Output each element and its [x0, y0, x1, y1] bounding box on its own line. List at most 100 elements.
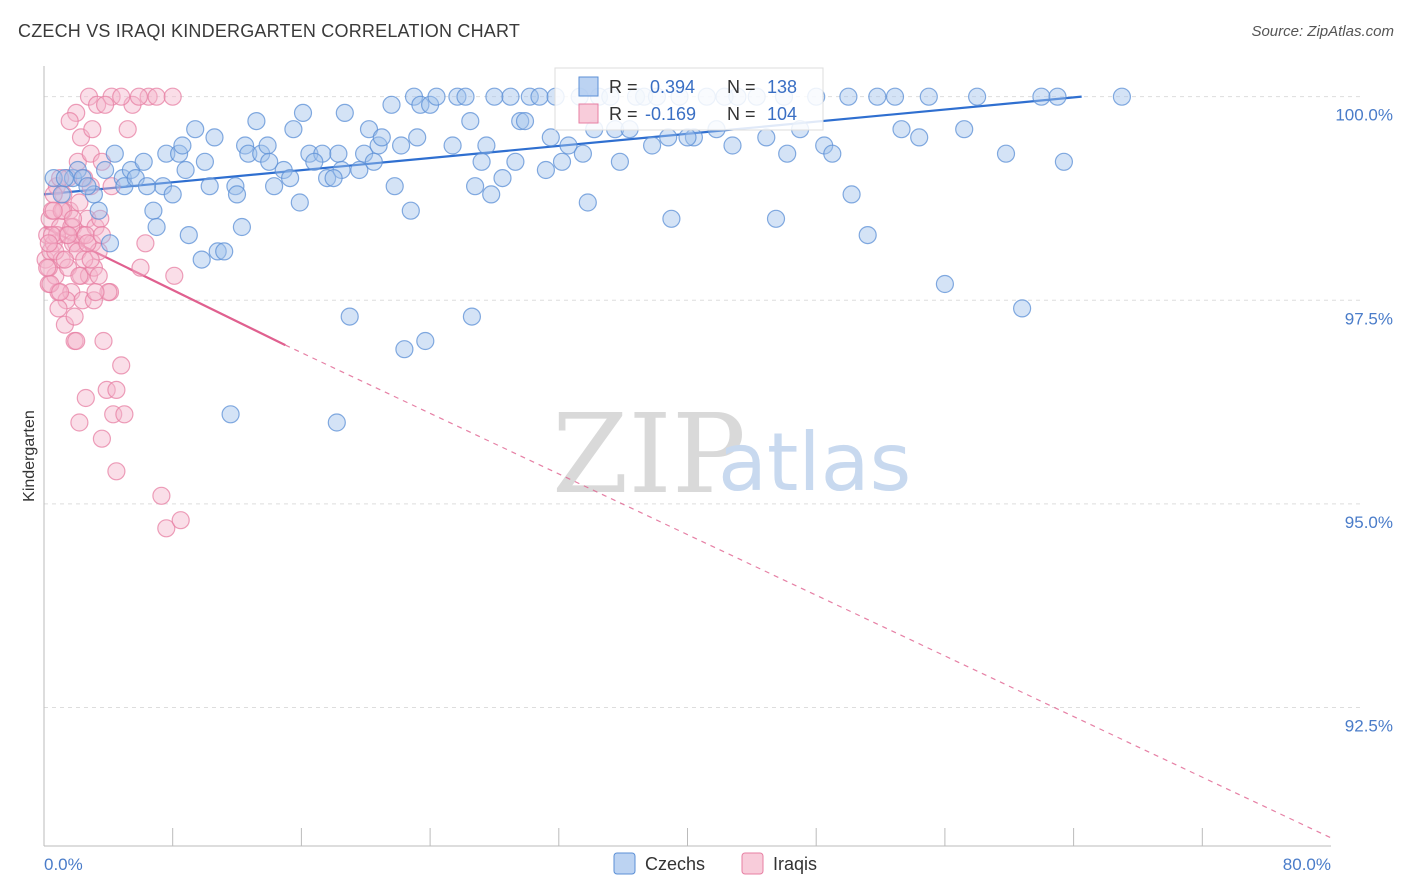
czech-point [232, 217, 251, 237]
stats-n-label-iraqis: N = [727, 104, 756, 124]
czech-point [260, 152, 279, 171]
czech-point [134, 152, 153, 171]
czech-point [284, 120, 303, 139]
czech-point [78, 177, 97, 196]
czech-point [659, 128, 678, 147]
czech-point [485, 87, 504, 106]
czech-point [541, 128, 560, 147]
iraqi-point [75, 250, 94, 269]
czech-point [472, 152, 491, 171]
czech-point [559, 136, 578, 155]
czech-point [573, 144, 593, 163]
czech-point [935, 274, 955, 294]
czech-point [221, 405, 240, 424]
czech-point [55, 169, 75, 188]
legend-label-czechs: Czechs [645, 854, 705, 874]
czech-point [382, 95, 401, 114]
czech-point [305, 152, 324, 171]
iraqi-point [107, 462, 126, 481]
czech-point [1112, 87, 1132, 106]
axes: 100.0% 97.5% 95.0% 92.5% 0.0% 80.0% [43, 66, 1393, 874]
czech-point [766, 209, 786, 228]
czech-point [227, 185, 247, 204]
legend: Czechs Iraqis [613, 852, 817, 875]
iraqi-point [165, 266, 184, 285]
czech-point [511, 111, 530, 131]
iraqi-point [99, 283, 118, 302]
y-axis-label: Kindergarten [21, 410, 38, 502]
iraqi-point [147, 87, 166, 106]
czech-point [552, 152, 572, 171]
czech-point [208, 242, 227, 261]
czech-point [401, 201, 420, 220]
czech-trend-line [43, 95, 1082, 196]
iraqi-point [118, 120, 137, 139]
czech-point [868, 87, 887, 106]
czech-point [392, 136, 411, 155]
czech-point [482, 185, 501, 204]
czech-point [52, 185, 71, 204]
czech-point [239, 144, 258, 163]
czech-point [996, 144, 1016, 163]
czech-point [493, 169, 512, 188]
czech-point [176, 160, 195, 180]
iraqi-point [50, 283, 70, 302]
czech-point [147, 217, 166, 237]
czech-point [1048, 87, 1067, 106]
czech-point [839, 87, 858, 106]
iraqi-point [95, 95, 115, 114]
czech-point [910, 128, 929, 147]
czech-point [408, 128, 427, 147]
czech-point [105, 144, 124, 163]
chart-title: CZECH VS IRAQI KINDERGARTEN CORRELATION … [18, 21, 521, 41]
czech-point [723, 136, 742, 155]
legend-swatch-iraqis [741, 852, 764, 875]
iraqi-point [70, 193, 89, 212]
czech-point [195, 152, 214, 171]
stats-r-value-iraqis: -0.169 [645, 104, 696, 124]
iraqi-point [92, 429, 112, 448]
czech-point [610, 152, 630, 171]
czech-point [340, 307, 359, 326]
source-label: Source: ZipAtlas.com [1251, 23, 1394, 40]
stats-r-label-czechs: R = [609, 77, 638, 97]
czech-point [520, 87, 539, 106]
watermark-atlas: atlas [718, 416, 911, 509]
data-points [36, 87, 1132, 538]
czech-point [281, 169, 300, 188]
watermark-zip: ZIP [552, 390, 746, 518]
stats-swatch-czechs [578, 76, 599, 97]
czech-point [466, 177, 485, 196]
stats-n-label-czechs: N = [727, 77, 756, 97]
iraqi-point [39, 234, 58, 253]
czech-point [411, 95, 430, 114]
iraqi-point [131, 258, 150, 277]
czech-point [144, 201, 163, 220]
czech-point [192, 250, 211, 269]
czech-point [892, 120, 911, 139]
czech-point [778, 144, 797, 163]
czech-point [1012, 299, 1032, 318]
czech-point [89, 201, 108, 220]
y-tick-label: 100.0% [1335, 106, 1393, 125]
czech-point [359, 120, 379, 139]
stats-r-label-iraqis: R = [609, 104, 638, 124]
iraqi-point [38, 258, 57, 277]
czech-point [530, 87, 549, 106]
czech-point [967, 87, 987, 106]
czech-point [215, 242, 234, 261]
czech-point [95, 160, 115, 180]
iraqi-point [70, 413, 89, 432]
iraqi-point [67, 331, 86, 351]
czech-point [427, 87, 446, 106]
czech-point [456, 87, 475, 106]
iraqi-point [70, 266, 89, 285]
iraqi-point [60, 111, 79, 131]
czech-point [327, 413, 346, 432]
iraqi-point [171, 511, 190, 530]
czech-point [163, 185, 182, 204]
stats-box: R = 0.394 N = 138 R = -0.169 N = 104 [554, 67, 824, 131]
legend-swatch-czechs [613, 852, 636, 875]
iraqi-point [81, 250, 100, 269]
